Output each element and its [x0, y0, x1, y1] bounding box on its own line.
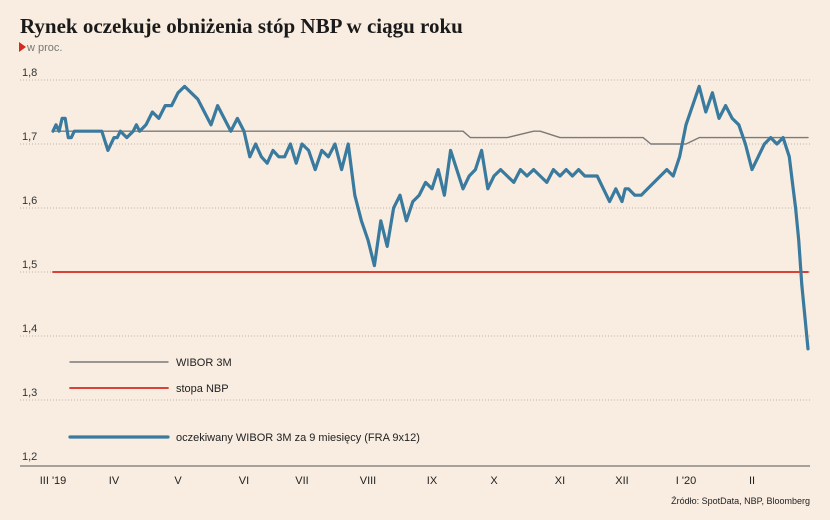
- y-tick-label: 1,5: [22, 259, 37, 271]
- x-tick-label: X: [490, 475, 498, 487]
- x-tick-label: V: [174, 475, 182, 487]
- chart-title: Rynek oczekuje obniżenia stóp NBP w ciąg…: [20, 14, 463, 38]
- unit-label: w proc.: [27, 42, 63, 54]
- legend-label: oczekiwany WIBOR 3M za 9 miesięcy (FRA 9…: [176, 432, 420, 444]
- y-tick-label: 1,7: [22, 131, 37, 143]
- triangle-marker-icon: [19, 42, 26, 52]
- x-tick-label: XI: [555, 475, 565, 487]
- y-tick-label: 1,4: [22, 323, 37, 335]
- x-tick-label: VII: [295, 475, 308, 487]
- y-tick-label: 1,6: [22, 195, 37, 207]
- series-fra-9x12-line: [51, 84, 810, 351]
- legend-label: stopa NBP: [176, 383, 229, 395]
- unit-row: w proc.: [19, 42, 62, 54]
- series-wibor-3m-line: [52, 130, 809, 145]
- x-tick-label: I '20: [676, 475, 696, 487]
- y-tick-label: 1,2: [22, 451, 37, 463]
- x-tick-label: XII: [615, 475, 628, 487]
- x-tick-label: VIII: [360, 475, 377, 487]
- x-tick-label: III '19: [40, 475, 67, 487]
- legend-label: WIBOR 3M: [176, 357, 232, 369]
- source-note: Źródło: SpotData, NBP, Bloomberg: [671, 496, 810, 506]
- x-tick-label: VI: [239, 475, 249, 487]
- x-tick-label: II: [749, 475, 755, 487]
- x-tick-label: IV: [109, 475, 120, 487]
- y-tick-label: 1,8: [22, 67, 37, 79]
- x-tick-label: IX: [427, 475, 438, 487]
- y-tick-label: 1,3: [22, 387, 37, 399]
